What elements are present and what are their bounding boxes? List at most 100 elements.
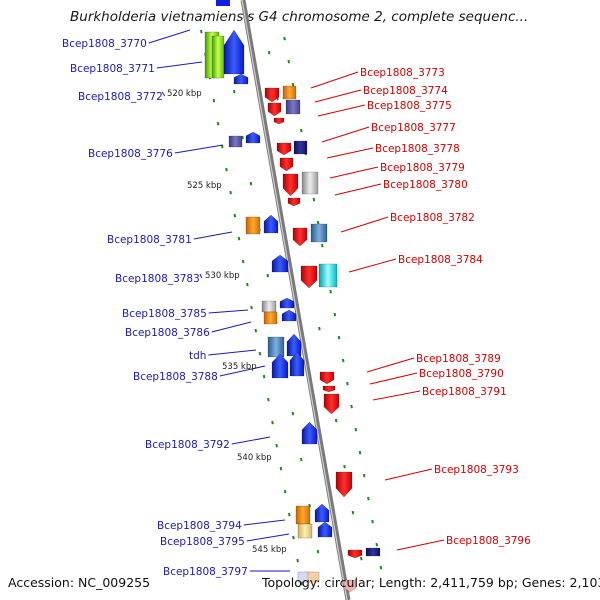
top-gene-stub	[216, 0, 230, 6]
track-dash	[300, 581, 304, 586]
gene-label-Bcep1808_3796: Bcep1808_3796	[446, 535, 531, 547]
gene-label-Bcep1808_3784: Bcep1808_3784	[398, 254, 483, 266]
track-dash	[371, 519, 374, 524]
track-dash	[225, 167, 228, 172]
gene-arrow-down	[323, 393, 340, 415]
track-dash	[246, 282, 249, 287]
gene-box	[267, 336, 285, 358]
gene-box	[297, 571, 309, 583]
track-dashes	[200, 29, 383, 586]
gene-label-Bcep1808_3788: Bcep1808_3788	[133, 371, 218, 383]
gene-arrow-down	[276, 142, 292, 156]
kbp-marks: 520 kbp 525 kbp 530 kbp 535 kbp 540 kbp 545 k…	[167, 89, 287, 555]
track-dash	[316, 549, 320, 554]
gene-box	[245, 216, 261, 235]
connector-line	[348, 258, 397, 273]
gene-arrow-down	[343, 579, 357, 593]
gene-label-Bcep1808_3789: Bcep1808_3789	[416, 353, 501, 365]
label-lines	[148, 29, 445, 572]
gene-arrow-up	[281, 309, 297, 322]
gene-label-Bcep1808_3795: Bcep1808_3795	[160, 536, 245, 548]
connector-line	[314, 89, 362, 103]
gene-box	[263, 311, 278, 325]
gene-box	[310, 223, 328, 243]
track-dash	[237, 236, 241, 241]
kbp-mark: 530 kbp	[205, 271, 240, 281]
track-dash	[346, 381, 349, 386]
gene-arrow-down	[273, 117, 285, 125]
gene-label-Bcep1808_3775: Bcep1808_3775	[367, 100, 452, 112]
connector-line	[366, 357, 415, 373]
gene-box	[261, 300, 277, 313]
gene-label-Bcep1808_3778: Bcep1808_3778	[375, 143, 460, 155]
track-dash	[337, 335, 341, 340]
track-dash	[354, 427, 358, 432]
track-dash	[258, 351, 262, 356]
track-dash	[291, 411, 295, 416]
gene-box	[318, 263, 338, 288]
track-dash	[254, 328, 258, 333]
gene-label-Bcep1808_3777: Bcep1808_3777	[371, 122, 456, 134]
track-dash	[283, 36, 286, 41]
track-dash	[379, 565, 383, 570]
track-dash	[333, 312, 337, 317]
track-dash	[216, 121, 220, 126]
gene-arrow-up	[289, 351, 305, 377]
track-dash	[351, 510, 355, 515]
connector-line	[329, 166, 379, 179]
connector-line	[208, 349, 257, 356]
track-dash	[266, 273, 270, 278]
gene-arrow-down	[300, 265, 318, 289]
track-dash	[341, 358, 345, 363]
gene-arrow-up	[286, 333, 302, 357]
track-dash	[318, 326, 321, 331]
track-dash	[241, 135, 244, 140]
track-dash	[358, 450, 362, 455]
gene-label-Bcep1808_3791: Bcep1808_3791	[422, 386, 507, 398]
kbp-mark: 540 kbp	[237, 453, 272, 463]
track-dash	[241, 259, 245, 264]
gene-box	[228, 135, 243, 148]
track-dash	[343, 464, 346, 469]
track-dash	[249, 181, 253, 186]
track-dash	[291, 82, 295, 87]
connector-line	[208, 309, 249, 314]
track-dash	[320, 243, 324, 248]
track-dash	[300, 128, 303, 133]
connector-line	[161, 91, 166, 97]
map-title: Burkholderia vietnamiensis G4 chromosome…	[70, 9, 529, 25]
backbone	[216, 0, 351, 600]
connector-line	[384, 468, 433, 481]
track-dash	[275, 443, 278, 448]
connector-line	[334, 183, 382, 196]
track-dash	[267, 50, 271, 55]
track-dash	[375, 542, 379, 547]
track-dash	[200, 29, 203, 34]
gene-label-Bcep1808_3786: Bcep1808_3786	[125, 327, 210, 339]
gene-label-Bcep1808_3774: Bcep1808_3774	[363, 85, 448, 97]
kbp-mark: 535 kbp	[222, 362, 257, 372]
gene-label-Bcep1808_3793: Bcep1808_3793	[434, 464, 519, 476]
gene-label-Bcep1808_3771: Bcep1808_3771	[70, 63, 155, 75]
track-dash	[233, 213, 237, 218]
track-dash	[267, 397, 270, 402]
connector-line	[199, 273, 203, 279]
gene-label-Bcep1808_3794: Bcep1808_3794	[157, 520, 242, 532]
gene-labels: Bcep1808_3770 Bcep1808_3771 Bcep1808_3772 B…	[62, 38, 531, 578]
track-dash	[250, 305, 253, 310]
gene-label-Bcep1808_3772: Bcep1808_3772	[78, 91, 163, 103]
gene-arrow-up	[223, 29, 245, 75]
gene-arrow-down	[279, 157, 294, 172]
connector-line	[219, 365, 266, 377]
connector-line	[326, 147, 374, 159]
track-dash	[329, 289, 332, 294]
gene-arrow-down	[282, 173, 299, 197]
gene-arrow-up	[263, 214, 279, 234]
connector-line	[310, 71, 359, 89]
gene-label-Bcep1808_3790: Bcep1808_3790	[419, 368, 504, 380]
backbone-highlight	[241, 0, 348, 600]
track-dash	[312, 197, 316, 202]
track-dash	[287, 512, 291, 517]
track-dash	[232, 89, 236, 94]
